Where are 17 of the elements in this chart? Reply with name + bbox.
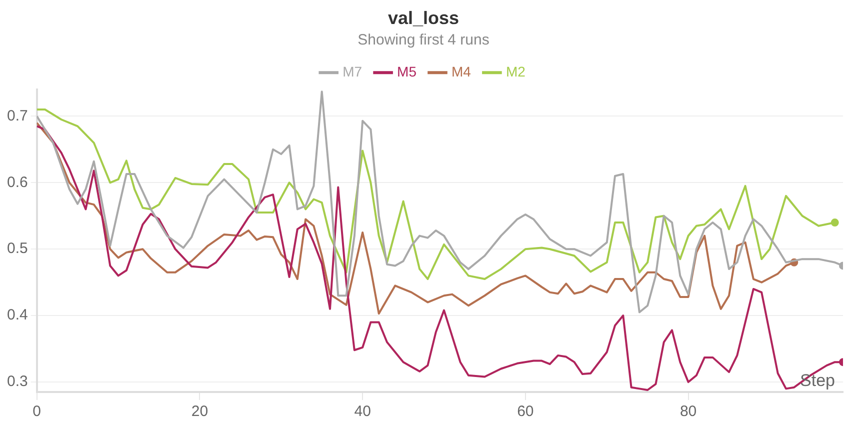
y-tick-label: 0.7 xyxy=(6,107,28,124)
y-tick-label: 0.3 xyxy=(6,373,28,390)
chart-title: val_loss xyxy=(388,8,460,28)
legend-label: M4 xyxy=(452,63,472,80)
legend-label: M5 xyxy=(397,63,417,80)
x-tick-label: 0 xyxy=(32,403,42,420)
y-tick-label: 0.4 xyxy=(6,306,28,324)
x-tick-label: 60 xyxy=(517,403,534,420)
legend-label: M2 xyxy=(506,63,526,80)
legend-label: M7 xyxy=(342,63,362,80)
x-tick-label: 80 xyxy=(680,403,697,420)
chart-subtitle: Showing first 4 runs xyxy=(358,32,490,49)
y-tick-label: 0.6 xyxy=(6,174,28,191)
x-tick-label: 20 xyxy=(191,403,208,420)
y-tick-label: 0.5 xyxy=(6,240,28,258)
x-tick-label: 40 xyxy=(354,403,371,420)
x-axis-title: Step xyxy=(800,371,835,390)
